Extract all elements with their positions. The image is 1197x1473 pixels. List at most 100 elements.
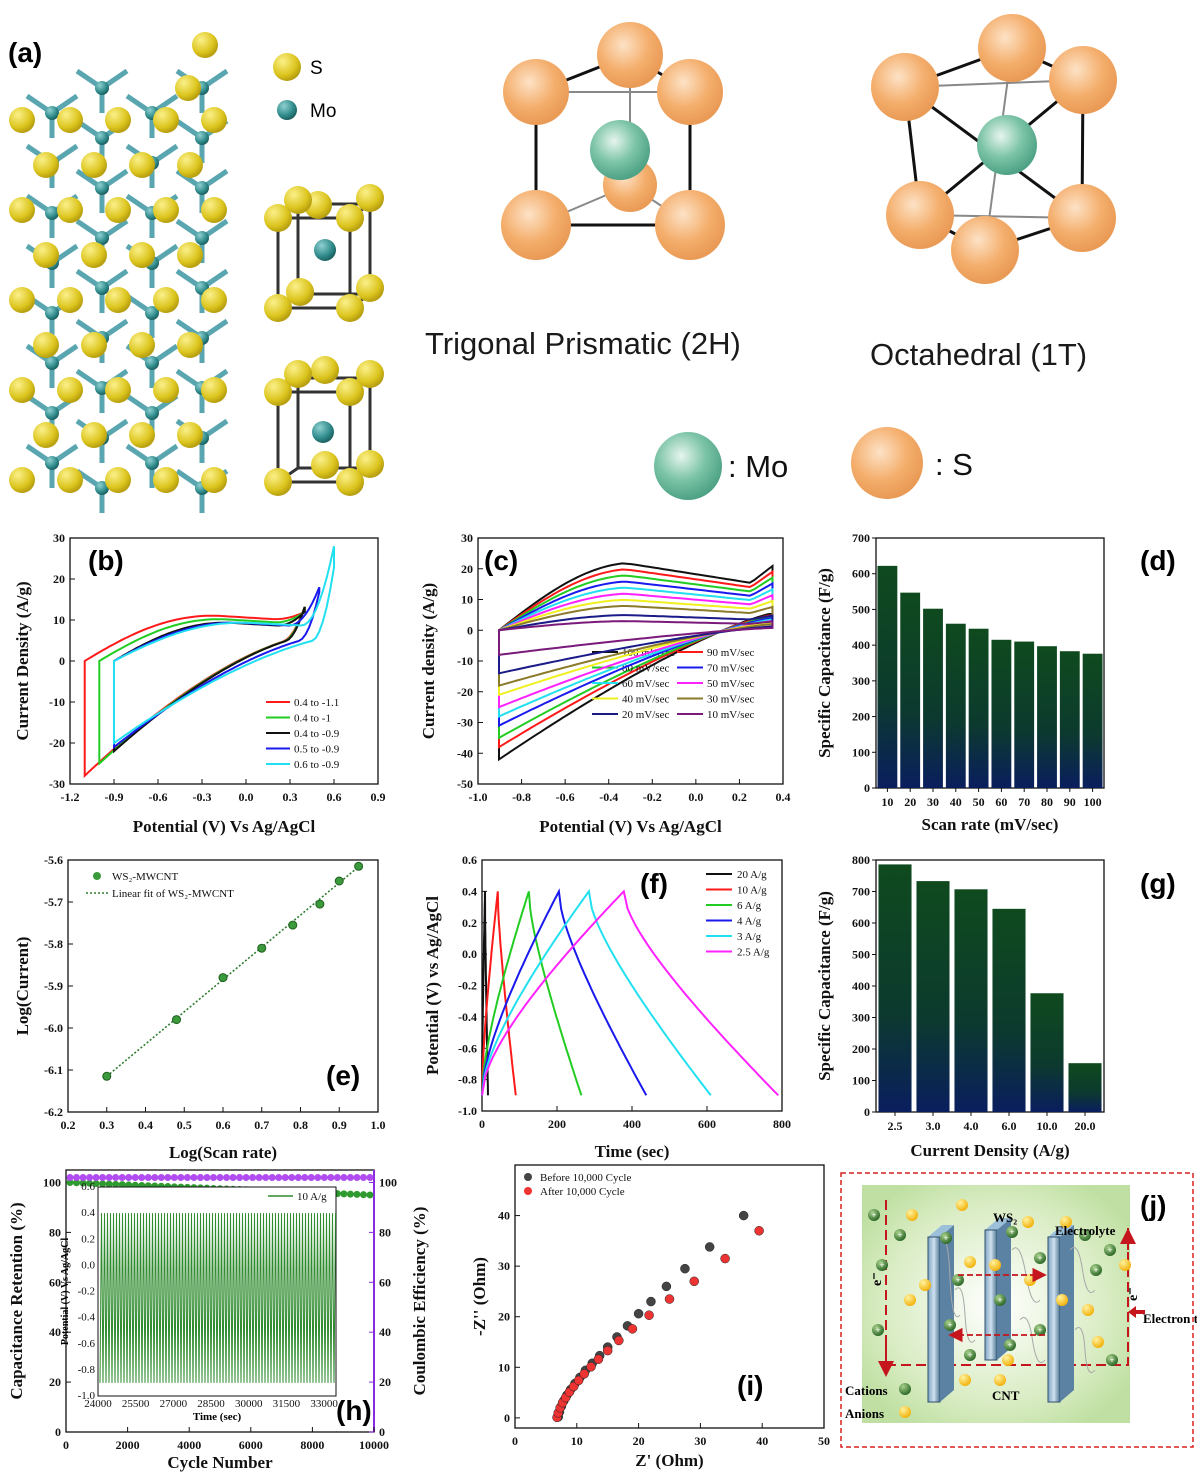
cation-plus-5: +: [967, 1350, 972, 1360]
y-tick-label-g: 200: [852, 1042, 870, 1056]
efficiency-point-7: [112, 1173, 120, 1181]
cation-icon-11: [1104, 1244, 1116, 1256]
inset-gcd-trace: [99, 1213, 336, 1383]
nyquist-point-0-19: [738, 1210, 749, 1221]
chart-h: 0 2000 4000 6000 8000 10000020406080100020406…: [7, 1169, 429, 1472]
legend-label-f-0: 20 A/g: [737, 869, 767, 881]
gcd-curve-f-2: [481, 891, 583, 1096]
x-tick-label-c: 0.2: [732, 790, 747, 804]
x-tick-label-b: -0.9: [105, 790, 124, 804]
y-tick-label-e: -6.1: [44, 1063, 63, 1077]
y-axis-label-b: Current Density (A/g): [13, 581, 32, 740]
linear-fit-line: [106, 864, 362, 1077]
cation-plus-8: +: [1037, 1325, 1042, 1335]
x-tick-label-e: 1.0: [371, 1118, 386, 1132]
inset-x-tick-label: 27000: [160, 1398, 188, 1410]
bar-d-4: [968, 628, 989, 788]
cation-icon-9: [1004, 1339, 1016, 1351]
electrode-side-0: [940, 1225, 954, 1402]
efficiency-point-8: [118, 1173, 126, 1181]
bar-d-8: [1059, 651, 1080, 788]
chart-panels: -1.2 -0.9 -0.6 -0.3 0.0 0.3 0.6 0.9-30-20-10010…: [7, 531, 1176, 1472]
bar-g-2: [954, 889, 988, 1112]
anion-icon-7: [989, 1259, 1001, 1271]
y-axis-label-d: Specific Capacitance (F/g): [815, 568, 834, 758]
nyquist-point-1-14: [644, 1310, 654, 1320]
panel-c-tag: (c): [484, 545, 518, 576]
cation-icon-8: [1034, 1324, 1046, 1336]
efficiency-point-1: [73, 1173, 81, 1181]
retention-point-7: [112, 1180, 120, 1188]
x-tick-label-h: 6000: [239, 1438, 263, 1452]
y-axis-label-h: Capacitance Retention (%): [7, 1202, 26, 1399]
panel-a-tag: (a): [8, 37, 42, 68]
s-key-label: : S: [935, 447, 973, 482]
y-tick-label-d: 500: [852, 602, 870, 616]
y-tick-label-e: -5.6: [44, 853, 63, 867]
y-tick-label-e: -6.2: [44, 1105, 63, 1119]
legend-label-i-0: Before 10,000 Cycle: [540, 1172, 631, 1184]
cation-icon-0: [868, 1209, 880, 1221]
cation-icon-5: [964, 1349, 976, 1361]
retention-point-8: [118, 1181, 126, 1189]
x-axis-label-b: Potential (V) Vs Ag/AgCl: [133, 817, 316, 836]
legend-label-c-4: 60 mV/sec: [622, 678, 669, 690]
legend-label-b-2: 0.4 to -0.9: [294, 728, 340, 740]
y-tick-label-i: 10: [498, 1360, 510, 1374]
cation-plus-2: +: [879, 1260, 884, 1270]
y-tick-label-c: 10: [461, 593, 473, 607]
x-tick-label-f: 200: [548, 1117, 566, 1131]
efficiency-point-42: [340, 1173, 348, 1181]
y-tick-label-c: -30: [457, 716, 473, 730]
scatter-point-e-0: [102, 1071, 112, 1081]
x-axis-label-d: Scan rate (mV/sec): [922, 815, 1059, 834]
x-tick-label-f: 0: [479, 1117, 485, 1131]
nyquist-point-1-8: [579, 1369, 589, 1379]
legend-label-c-3: 70 mV/sec: [707, 663, 754, 675]
inset-y-tick-label: -0.4: [78, 1312, 96, 1324]
legend-label-f-4: 3 A/g: [737, 931, 762, 943]
y-tick-label-g: 0: [864, 1105, 870, 1119]
nyquist-point-1-11: [602, 1345, 613, 1356]
cation-icon-6: [1006, 1226, 1018, 1238]
y-tick-label-f: 0.0: [462, 947, 477, 961]
inset-x-tick-label: 25500: [122, 1398, 150, 1410]
nyquist-point-0-17: [680, 1263, 690, 1274]
legend-label-b-1: 0.4 to -1: [294, 713, 331, 725]
x-tick-label-e: 0.7: [254, 1118, 269, 1132]
nyquist-point-1-10: [593, 1354, 604, 1364]
x-tick-label-b: 0.3: [283, 790, 298, 804]
efficiency-point-22: [209, 1173, 217, 1181]
panel-f-tag: (f): [640, 868, 668, 899]
x-tick-label-b: 0.6: [327, 790, 342, 804]
inset-y-tick-label: -0.2: [78, 1286, 95, 1298]
y-tick-label-c: 20: [461, 562, 473, 576]
mo-key-icon: [654, 432, 722, 500]
x-tick-label-b: -0.3: [193, 790, 212, 804]
x-tick-label-f: 600: [698, 1117, 716, 1131]
cation-plus-9: +: [1007, 1340, 1012, 1350]
y-tick-label-d: 300: [852, 674, 870, 688]
y-tick-label-b: 30: [53, 531, 65, 545]
electron-transport-arrow: [1128, 1306, 1145, 1318]
scatter-point-e-5: [315, 899, 325, 909]
y-tick-label-g: 600: [852, 916, 870, 930]
x-axis-label-g: Current Density (A/g): [910, 1141, 1069, 1160]
x-tick-label-d: 50: [973, 795, 985, 809]
retention-point-1: [73, 1179, 81, 1187]
y-tick-label-i: 20: [498, 1310, 510, 1324]
plot-frame-i: [514, 1164, 825, 1429]
y-tick-label-b: -20: [49, 736, 65, 750]
cv-curve-b-2: [113, 606, 306, 754]
nyquist-point-1-12: [614, 1335, 624, 1346]
chart-e: 0.2 0.3 0.4 0.5 0.6 0.7 0.8 0.9 1.0 -6.2 -6.1 -6.0 -…: [13, 853, 386, 1162]
efficiency-point-28: [249, 1173, 257, 1181]
anion-icon-5: [919, 1279, 931, 1291]
y-tick-label-c: -10: [457, 654, 473, 668]
cation-plus-3: +: [943, 1233, 948, 1243]
x-tick-label-d: 80: [1041, 795, 1053, 809]
legend-label-c-7: 30 mV/sec: [707, 694, 754, 706]
anion-icon-3: [1060, 1216, 1072, 1228]
cation-plus-6: +: [1009, 1227, 1014, 1237]
efficiency-point-41: [333, 1173, 341, 1181]
